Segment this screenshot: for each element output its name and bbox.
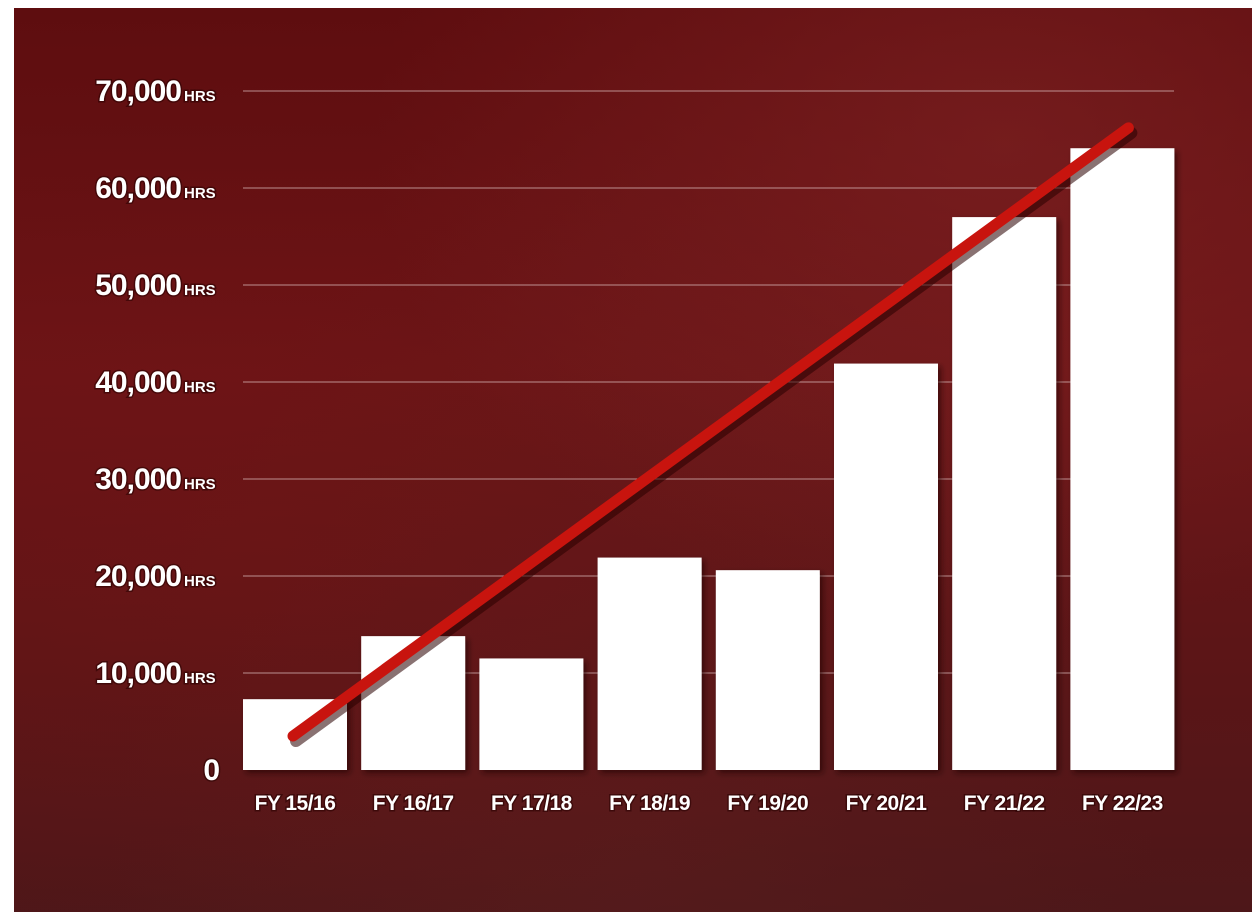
bar-2223 — [1070, 148, 1175, 771]
bar-1718 — [479, 658, 584, 770]
y-tick-label: 0 — [203, 754, 219, 787]
x-tick-label: FY 16/17 — [373, 792, 454, 815]
x-axis-labels: FY 15/16 FY 16/17 FY 17/18 FY 18/19 FY 19/20… — [253, 791, 1165, 817]
x-tick-label: FY 15/16 — [255, 792, 336, 815]
trend-line-stroke — [287, 122, 1134, 742]
trend-line-shadow — [290, 126, 1138, 748]
y-tick-unit: HRS — [184, 185, 216, 202]
x-tick-label: FY 22/23 — [1082, 792, 1163, 815]
y-tick-unit: HRS — [184, 476, 216, 493]
y-tick-label: 40,000 — [95, 366, 181, 399]
y-tick-label: 20,000 — [95, 560, 181, 593]
y-tick-unit: HRS — [184, 88, 216, 105]
bar-2021 — [834, 363, 938, 770]
y-tick-unit: HRS — [184, 573, 216, 590]
y-tick-label: 10,000 — [95, 657, 181, 690]
y-tick-label: 30,000 — [95, 463, 181, 496]
y-tick-label: 60,000 — [95, 172, 181, 205]
x-tick-label: FY 18/19 — [609, 792, 690, 815]
bar-1819 — [597, 557, 702, 770]
bar-1920 — [715, 570, 820, 770]
y-tick-unit: HRS — [184, 379, 216, 396]
x-tick-label: FY 19/20 — [727, 792, 808, 815]
x-tick-label: FY 20/21 — [846, 792, 928, 815]
x-tick-label: FY 17/18 — [491, 792, 573, 815]
y-tick-label: 50,000 — [95, 269, 181, 302]
bar-2122 — [952, 217, 1057, 771]
y-tick-unit: HRS — [184, 282, 216, 299]
y-tick-unit: HRS — [184, 670, 216, 687]
x-tick-label: FY 21/22 — [964, 792, 1045, 815]
y-tick-label: 70,000 — [95, 75, 181, 108]
chart-background: 70,000 HRS 60,000 HRS 50,000 HRS 40,000 HRS 30,0… — [14, 8, 1252, 912]
trend-line — [287, 122, 1138, 748]
